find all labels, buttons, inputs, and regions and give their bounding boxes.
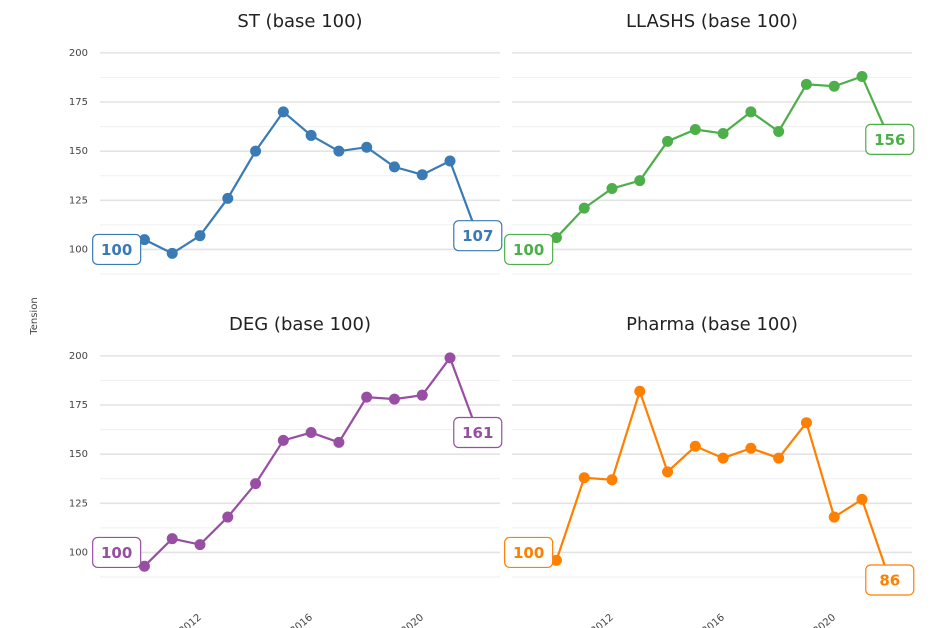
point: [444, 352, 456, 364]
value-label: 156: [874, 131, 905, 149]
series-line: [116, 110, 479, 255]
point: [361, 141, 373, 153]
point: [138, 234, 150, 246]
point: [388, 393, 400, 405]
point: [222, 511, 234, 523]
value-label: 86: [879, 571, 900, 589]
value-label: 161: [462, 424, 493, 442]
point: [250, 478, 262, 490]
x-tick-label: 2016: [288, 612, 315, 628]
y-tick-label: 175: [69, 400, 88, 411]
point: [578, 202, 590, 214]
point: [745, 106, 757, 118]
point: [277, 106, 289, 118]
point: [717, 127, 729, 139]
point: [717, 452, 729, 464]
panel-title: Pharma (base 100): [626, 314, 798, 335]
y-tick-label: 200: [69, 351, 88, 362]
point: [745, 442, 757, 454]
value-label: 100: [513, 544, 544, 562]
point: [856, 70, 868, 82]
y-tick-label: 150: [69, 146, 88, 157]
point: [689, 124, 701, 136]
value-label-box: [453, 220, 503, 252]
value-label: 100: [101, 241, 132, 259]
y-tick-label: 100: [69, 547, 88, 558]
x-tick-label: 2020: [400, 612, 427, 628]
point: [828, 80, 840, 92]
point: [689, 440, 701, 452]
panel-title: ST (base 100): [237, 11, 362, 32]
point: [138, 560, 150, 572]
point: [166, 247, 178, 259]
panel-title: DEG (base 100): [229, 314, 371, 335]
point: [305, 129, 317, 141]
point: [578, 472, 590, 484]
panel-title: LLASHS (base 100): [626, 11, 798, 32]
value-label-box: [92, 536, 142, 569]
point: [250, 145, 262, 157]
value-label-box: [865, 123, 915, 155]
value-label: 100: [513, 241, 544, 259]
point: [222, 192, 234, 204]
point: [550, 554, 562, 566]
value-label-box: [453, 416, 503, 449]
point: [194, 539, 206, 551]
y-tick-label: 125: [69, 498, 88, 509]
point: [444, 155, 456, 167]
point: [828, 511, 840, 523]
point: [606, 474, 618, 486]
value-label-box: [504, 233, 554, 266]
y-tick-label: 125: [69, 195, 88, 206]
point: [361, 391, 373, 403]
point: [662, 135, 674, 147]
x-tick-label: 2020: [812, 612, 839, 628]
point: [634, 175, 646, 187]
point: [333, 436, 345, 448]
y-tick-label: 150: [69, 449, 88, 460]
value-label: 107: [462, 227, 493, 245]
y-tick-label: 100: [69, 244, 88, 255]
x-tick-label: 2012: [177, 612, 204, 628]
point: [800, 78, 812, 90]
y-axis-label: Tension: [29, 297, 40, 335]
value-label: 100: [101, 544, 132, 562]
value-label-box: [92, 233, 142, 266]
point: [856, 493, 868, 505]
point: [550, 232, 562, 244]
point: [800, 417, 812, 429]
point: [662, 466, 674, 478]
x-tick-label: 2012: [589, 612, 616, 628]
point: [277, 434, 289, 446]
point: [773, 125, 785, 137]
y-tick-label: 175: [69, 97, 88, 108]
point: [606, 183, 618, 195]
point: [634, 385, 646, 397]
point: [305, 427, 317, 439]
point: [773, 452, 785, 464]
point: [166, 533, 178, 545]
value-label-box: [504, 536, 554, 569]
point: [416, 169, 428, 181]
y-tick-label: 200: [69, 48, 88, 59]
value-label-box: [865, 564, 915, 596]
point: [416, 389, 428, 401]
point: [388, 161, 400, 173]
x-tick-label: 2016: [700, 612, 727, 628]
point: [333, 145, 345, 157]
point: [194, 230, 206, 242]
